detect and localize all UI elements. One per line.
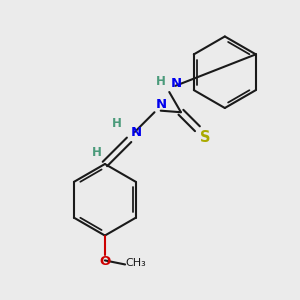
Text: N: N: [130, 126, 142, 139]
Text: H: H: [156, 75, 166, 88]
Text: O: O: [99, 255, 110, 268]
Text: N: N: [156, 98, 167, 111]
Text: S: S: [200, 130, 210, 145]
Text: H: H: [112, 117, 122, 130]
Text: CH₃: CH₃: [126, 258, 146, 268]
Text: N: N: [171, 77, 182, 91]
Text: H: H: [92, 146, 102, 159]
